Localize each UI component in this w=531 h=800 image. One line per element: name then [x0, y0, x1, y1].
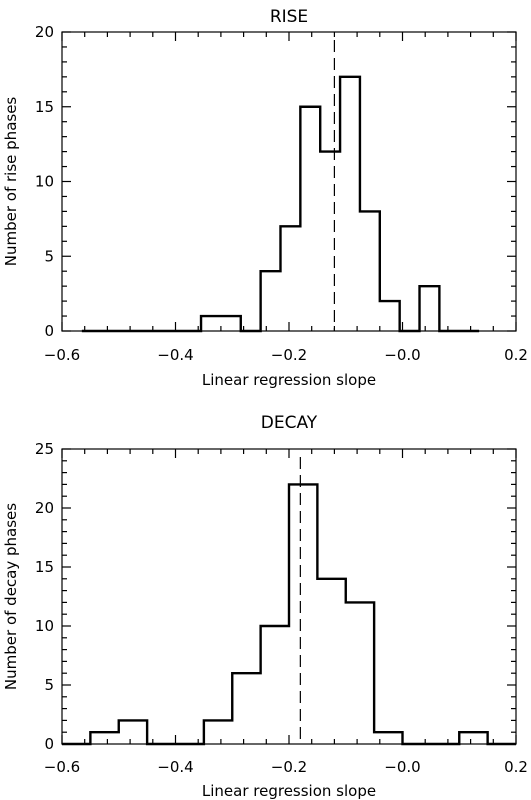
- x-tick-label: −0.2: [271, 758, 307, 776]
- histogram-bin: [289, 484, 317, 744]
- histogram-panel-decay: DECAY −0.6 −0.4 −0.2 −0.0 0.2 0 5 10 15 20 25 Linear…: [2, 413, 528, 800]
- histogram-bin: [204, 720, 232, 744]
- histogram-panel-rise: RISE −0.6 −0.4 −0.2 −0.0 0.2 0 5 10 15 20 Linear re…: [2, 7, 528, 389]
- histogram-bin: [459, 732, 487, 744]
- y-axis-label: Number of rise phases: [2, 97, 20, 267]
- x-tick-label: −0.4: [157, 758, 193, 776]
- histogram-bin: [374, 732, 402, 744]
- histogram-bin: [420, 286, 440, 331]
- histogram-bin: [280, 226, 300, 331]
- histogram-bin: [317, 579, 345, 744]
- histogram-bin: [380, 301, 400, 331]
- histogram-bin: [320, 152, 340, 331]
- histogram-outline: [81, 75, 480, 333]
- x-tick-label: 0.2: [504, 346, 528, 364]
- y-tick-label: 20: [35, 499, 54, 517]
- x-tick-label: 0.2: [504, 758, 528, 776]
- y-tick-label: 10: [35, 173, 54, 191]
- x-tick-label: −0.0: [384, 346, 420, 364]
- histogram-bin: [119, 720, 147, 744]
- x-axis-label: Linear regression slope: [202, 782, 376, 800]
- chart-title: RISE: [270, 7, 308, 27]
- histogram-bin: [300, 107, 320, 331]
- histogram-bin: [340, 77, 360, 331]
- histogram-outline: [62, 483, 516, 746]
- x-tick-label: −0.0: [384, 758, 420, 776]
- histogram-bin: [221, 316, 241, 331]
- y-tick-label: 10: [35, 617, 54, 635]
- histogram-bin: [346, 602, 374, 744]
- histogram-bin: [261, 626, 289, 744]
- y-tick-label: 15: [35, 558, 54, 576]
- y-tick-label: 20: [35, 23, 54, 41]
- y-tick-label: 25: [35, 440, 54, 458]
- histogram-bin: [201, 316, 221, 331]
- y-tick-label: 5: [44, 676, 54, 694]
- y-tick-label: 0: [44, 322, 54, 340]
- x-tick-label: −0.2: [271, 346, 307, 364]
- x-tick-label: −0.4: [157, 346, 193, 364]
- y-tick-label: 15: [35, 98, 54, 116]
- x-tick-label: −0.6: [44, 758, 80, 776]
- x-tick-label: −0.6: [44, 346, 80, 364]
- histogram-bin: [261, 271, 281, 331]
- histogram-bin: [360, 211, 380, 331]
- y-tick-label: 5: [44, 247, 54, 265]
- histogram-bin: [90, 732, 118, 744]
- histogram-bin: [232, 673, 260, 744]
- chart-title: DECAY: [261, 413, 318, 433]
- x-axis-label: Linear regression slope: [202, 371, 376, 389]
- y-tick-label: 0: [44, 735, 54, 753]
- y-axis-label: Number of decay phases: [2, 503, 20, 690]
